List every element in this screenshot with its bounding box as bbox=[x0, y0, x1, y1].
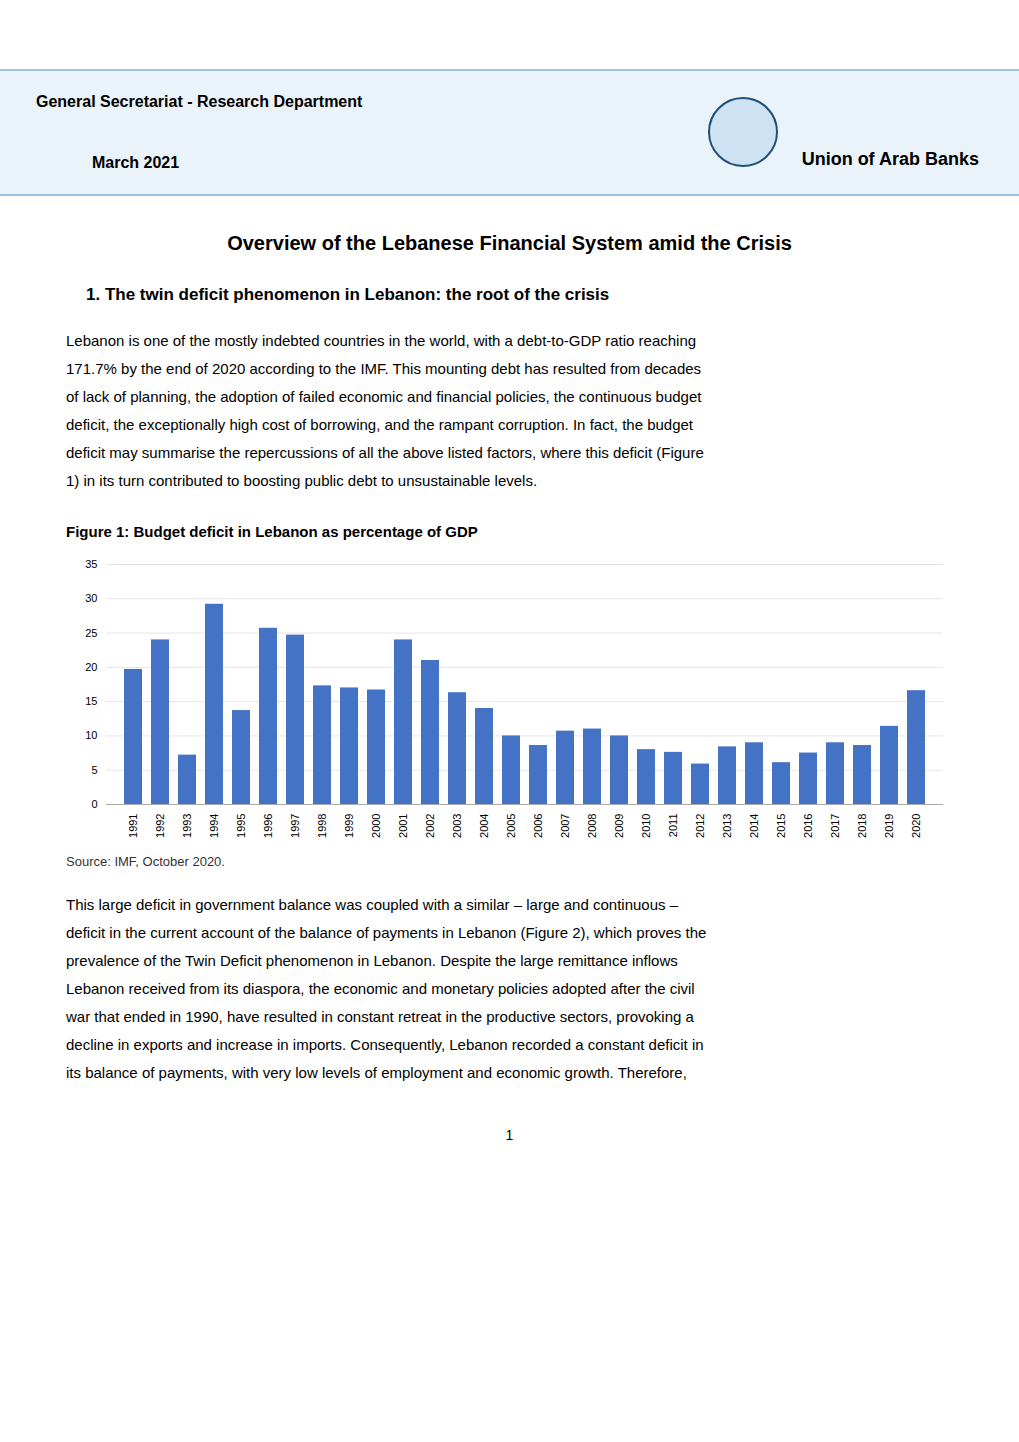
svg-text:2005: 2005 bbox=[505, 814, 517, 838]
svg-text:1996: 1996 bbox=[262, 814, 274, 838]
html-text:deficit, the exceptionally hig: deficit, the exceptionally high cost of … bbox=[66, 416, 693, 433]
svg-text:1991: 1991 bbox=[127, 814, 139, 838]
svg-text:2011: 2011 bbox=[667, 814, 679, 838]
html-text:prevalence of the Twin Deficit: prevalence of the Twin Deficit phenomeno… bbox=[66, 952, 678, 969]
html-text:171.7% by the end of 2020 acco: 171.7% by the end of 2020 according to t… bbox=[66, 360, 702, 377]
svg-text:2008: 2008 bbox=[586, 814, 598, 838]
svg-text:10: 10 bbox=[85, 729, 97, 741]
svg-text:2018: 2018 bbox=[856, 814, 868, 838]
svg-text:1997: 1997 bbox=[289, 814, 301, 838]
svg-text:2001: 2001 bbox=[397, 814, 409, 838]
svg-text:2004: 2004 bbox=[478, 814, 490, 838]
svg-text:15: 15 bbox=[85, 695, 97, 707]
svg-text:2007: 2007 bbox=[559, 814, 571, 838]
svg-text:2002: 2002 bbox=[424, 814, 436, 838]
svg-text:35: 35 bbox=[85, 558, 97, 570]
html-text:Union of Arab Banks: Union of Arab Banks bbox=[801, 149, 979, 169]
svg-text:25: 25 bbox=[85, 627, 97, 639]
html-text:1. The twin deficit phenomenon: 1. The twin deficit phenomenon in Lebano… bbox=[86, 285, 610, 304]
html-text:deficit in the current account: deficit in the current account of the ba… bbox=[66, 924, 707, 941]
html-text:war that ended in 1990, have r: war that ended in 1990, have resulted in… bbox=[66, 1008, 694, 1025]
html-text:1: 1 bbox=[505, 1127, 514, 1143]
svg-text:2017: 2017 bbox=[829, 814, 841, 838]
svg-text:1999: 1999 bbox=[343, 814, 355, 838]
html-text:Lebanon received from its dias: Lebanon received from its diaspora, the … bbox=[66, 980, 695, 997]
svg-text:2010: 2010 bbox=[640, 814, 652, 838]
html-text:March 2021: March 2021 bbox=[92, 154, 180, 171]
html-text:decline in exports and increas: decline in exports and increase in impor… bbox=[66, 1036, 704, 1053]
html-text:Lebanon is one of the mostly i: Lebanon is one of the mostly indebted co… bbox=[66, 332, 697, 349]
html-text:This large deficit in governme: This large deficit in government balance… bbox=[66, 896, 678, 913]
html-text:of lack of planning, the adopt: of lack of planning, the adoption of fai… bbox=[66, 388, 702, 405]
svg-text:2009: 2009 bbox=[613, 814, 625, 838]
svg-text:1994: 1994 bbox=[208, 814, 220, 838]
html-text:General Secretariat - Research: General Secretariat - Research Departmen… bbox=[36, 93, 363, 110]
svg-text:2000: 2000 bbox=[370, 814, 382, 838]
svg-text:2020: 2020 bbox=[910, 814, 922, 838]
svg-text:2019: 2019 bbox=[883, 814, 895, 838]
svg-text:2014: 2014 bbox=[748, 814, 760, 838]
html-text:1) in its turn contributed to: 1) in its turn contributed to boosting p… bbox=[66, 472, 538, 489]
svg-text:2003: 2003 bbox=[451, 814, 463, 838]
svg-text:5: 5 bbox=[91, 764, 97, 776]
svg-text:1998: 1998 bbox=[316, 814, 328, 838]
html-text:deficit may summarise the repe: deficit may summarise the repercussions … bbox=[66, 444, 704, 461]
svg-text:2016: 2016 bbox=[802, 814, 814, 838]
svg-text:1995: 1995 bbox=[235, 814, 247, 838]
html-text:Figure 1: Budget deficit in Le: Figure 1: Budget deficit in Lebanon as p… bbox=[66, 523, 478, 540]
svg-text:20: 20 bbox=[85, 661, 97, 673]
svg-text:2015: 2015 bbox=[775, 814, 787, 838]
svg-text:2006: 2006 bbox=[532, 814, 544, 838]
svg-text:1993: 1993 bbox=[181, 814, 193, 838]
svg-text:2013: 2013 bbox=[721, 814, 733, 838]
svg-text:2012: 2012 bbox=[694, 814, 706, 838]
html-text:its balance of payments, with: its balance of payments, with very low l… bbox=[66, 1064, 687, 1081]
svg-text:30: 30 bbox=[85, 592, 97, 604]
svg-text:1992: 1992 bbox=[154, 814, 166, 838]
svg-text:0: 0 bbox=[91, 798, 97, 810]
html-text:Source: IMF, October 2020.: Source: IMF, October 2020. bbox=[66, 854, 225, 869]
html-text:Overview of the Lebanese Finan: Overview of the Lebanese Financial Syste… bbox=[227, 232, 792, 254]
